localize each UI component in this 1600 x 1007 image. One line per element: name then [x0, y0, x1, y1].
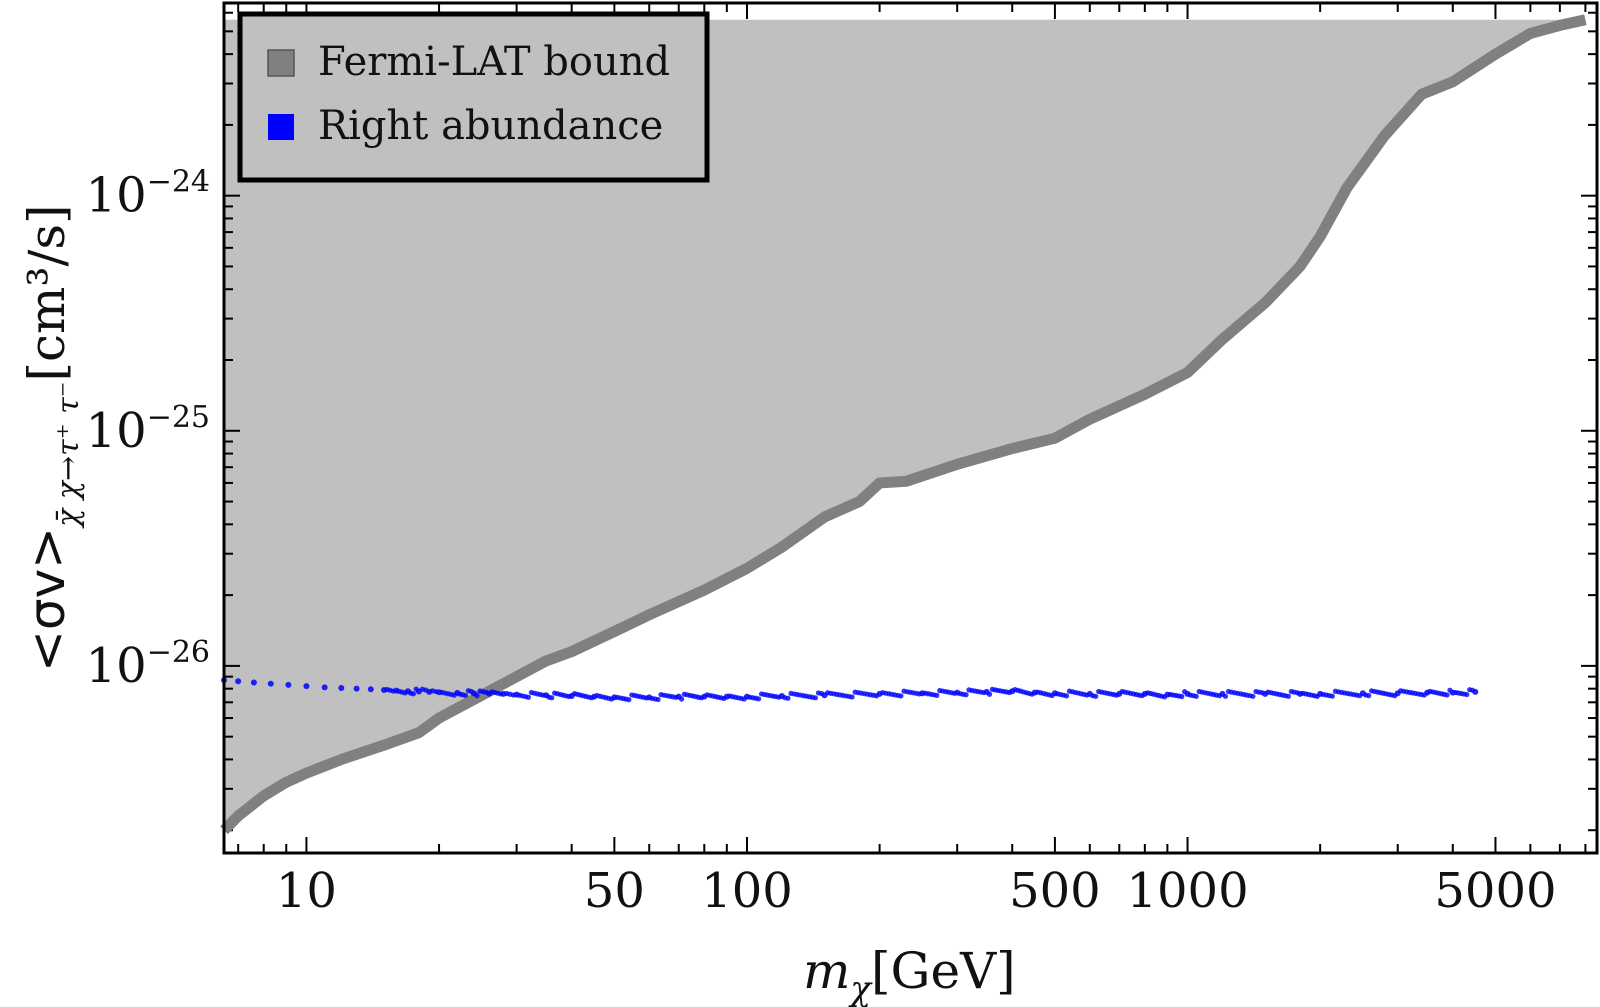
right-abundance-point	[1179, 693, 1185, 700]
x-tick-label: 50	[584, 863, 645, 919]
right-abundance-point	[410, 691, 417, 697]
right-abundance-point	[353, 685, 360, 692]
y-axis-title-unit: [cm³/s]	[18, 205, 76, 382]
right-abundance-point	[934, 692, 940, 698]
plot-frame	[222, 1, 1599, 855]
x-tick-label: 500	[1009, 863, 1101, 919]
legend: Fermi-LAT bound Right abundance	[237, 11, 710, 183]
right-abundance-point	[1329, 693, 1335, 699]
excluded-region-fill	[224, 19, 1586, 831]
right-abundance-point	[1250, 693, 1256, 699]
right-abundance-point	[812, 695, 819, 701]
right-abundance-point	[250, 679, 257, 686]
y-axis-title: <σv>χ̄ χ→τ⁺ τ⁻[cm³/s]	[18, 205, 86, 673]
right-abundance-point	[338, 685, 345, 692]
y-axis-title-main: <σv>	[18, 527, 76, 672]
right-abundance-point	[321, 684, 328, 691]
legend-label-fermi-lat: Fermi-LAT bound	[318, 39, 670, 85]
y-tick-label-exponent: −24	[147, 165, 210, 200]
right-abundance-point	[1444, 692, 1450, 698]
x-tick-label: 100	[701, 863, 793, 919]
right-abundance-point	[1366, 693, 1372, 699]
legend-box	[237, 11, 710, 183]
x-tick-labels: 10 50 100 500 1000 5000	[276, 863, 1557, 919]
right-abundance-point	[785, 695, 791, 701]
legend-label-right-abundance: Right abundance	[318, 103, 663, 149]
right-abundance-point	[463, 692, 469, 699]
right-abundance-point	[267, 680, 274, 687]
x-tick-label: 10	[276, 863, 337, 919]
right-abundance-series	[221, 677, 1479, 703]
right-abundance-point	[986, 691, 993, 697]
y-tick-label-exponent: −26	[147, 635, 210, 670]
y-tick-label: 10−25	[86, 400, 210, 459]
right-abundance-point	[1285, 693, 1291, 699]
right-abundance-point	[898, 693, 904, 699]
x-axis-title: mχ[GeV]	[803, 942, 1016, 1007]
right-abundance-point	[474, 693, 480, 699]
legend-swatch-fermi-lat	[267, 49, 295, 77]
fermi-lat-bound-line	[220, 14, 1587, 835]
x-tick-label: 1000	[1126, 863, 1248, 919]
x-axis-title-unit: [GeV]	[871, 942, 1016, 1000]
fermi-lat-bound-series	[220, 14, 1587, 835]
fermi-lat-excluded-region	[224, 19, 1586, 831]
y-axis-title-sub: χ̄ χ→τ⁺ τ⁻	[51, 381, 86, 528]
right-abundance-point	[1222, 693, 1229, 699]
x-axis-title-main: m	[803, 942, 850, 1000]
y-tick-label: 10−24	[86, 165, 210, 224]
right-abundance-point	[1193, 693, 1199, 699]
right-abundance-point	[1063, 693, 1070, 699]
right-abundance-point	[367, 686, 374, 693]
right-abundance-point	[655, 696, 661, 703]
x-tick-label: 5000	[1434, 863, 1556, 919]
right-abundance-point	[849, 694, 855, 700]
right-abundance-point	[525, 694, 532, 700]
right-abundance-point	[1472, 688, 1479, 695]
right-abundance-point	[235, 678, 242, 685]
y-tick-label-base: 10	[86, 638, 147, 694]
right-abundance-point	[549, 695, 555, 701]
right-abundance-point	[285, 681, 292, 688]
right-abundance-point	[963, 692, 969, 698]
right-abundance-point	[678, 696, 685, 702]
right-abundance-point	[303, 683, 310, 690]
right-abundance-point	[1464, 691, 1470, 698]
right-abundance-point	[626, 697, 632, 703]
right-abundance-point	[756, 696, 762, 702]
y-tick-label: 10−26	[86, 635, 210, 694]
y-tick-label-base: 10	[86, 403, 147, 459]
x-axis-title-sub: χ	[848, 969, 873, 1007]
right-abundance-point	[1093, 693, 1099, 699]
y-tick-label-exponent: −25	[147, 400, 210, 435]
y-tick-label-base: 10	[86, 168, 147, 224]
legend-swatch-right-abundance	[268, 114, 294, 140]
